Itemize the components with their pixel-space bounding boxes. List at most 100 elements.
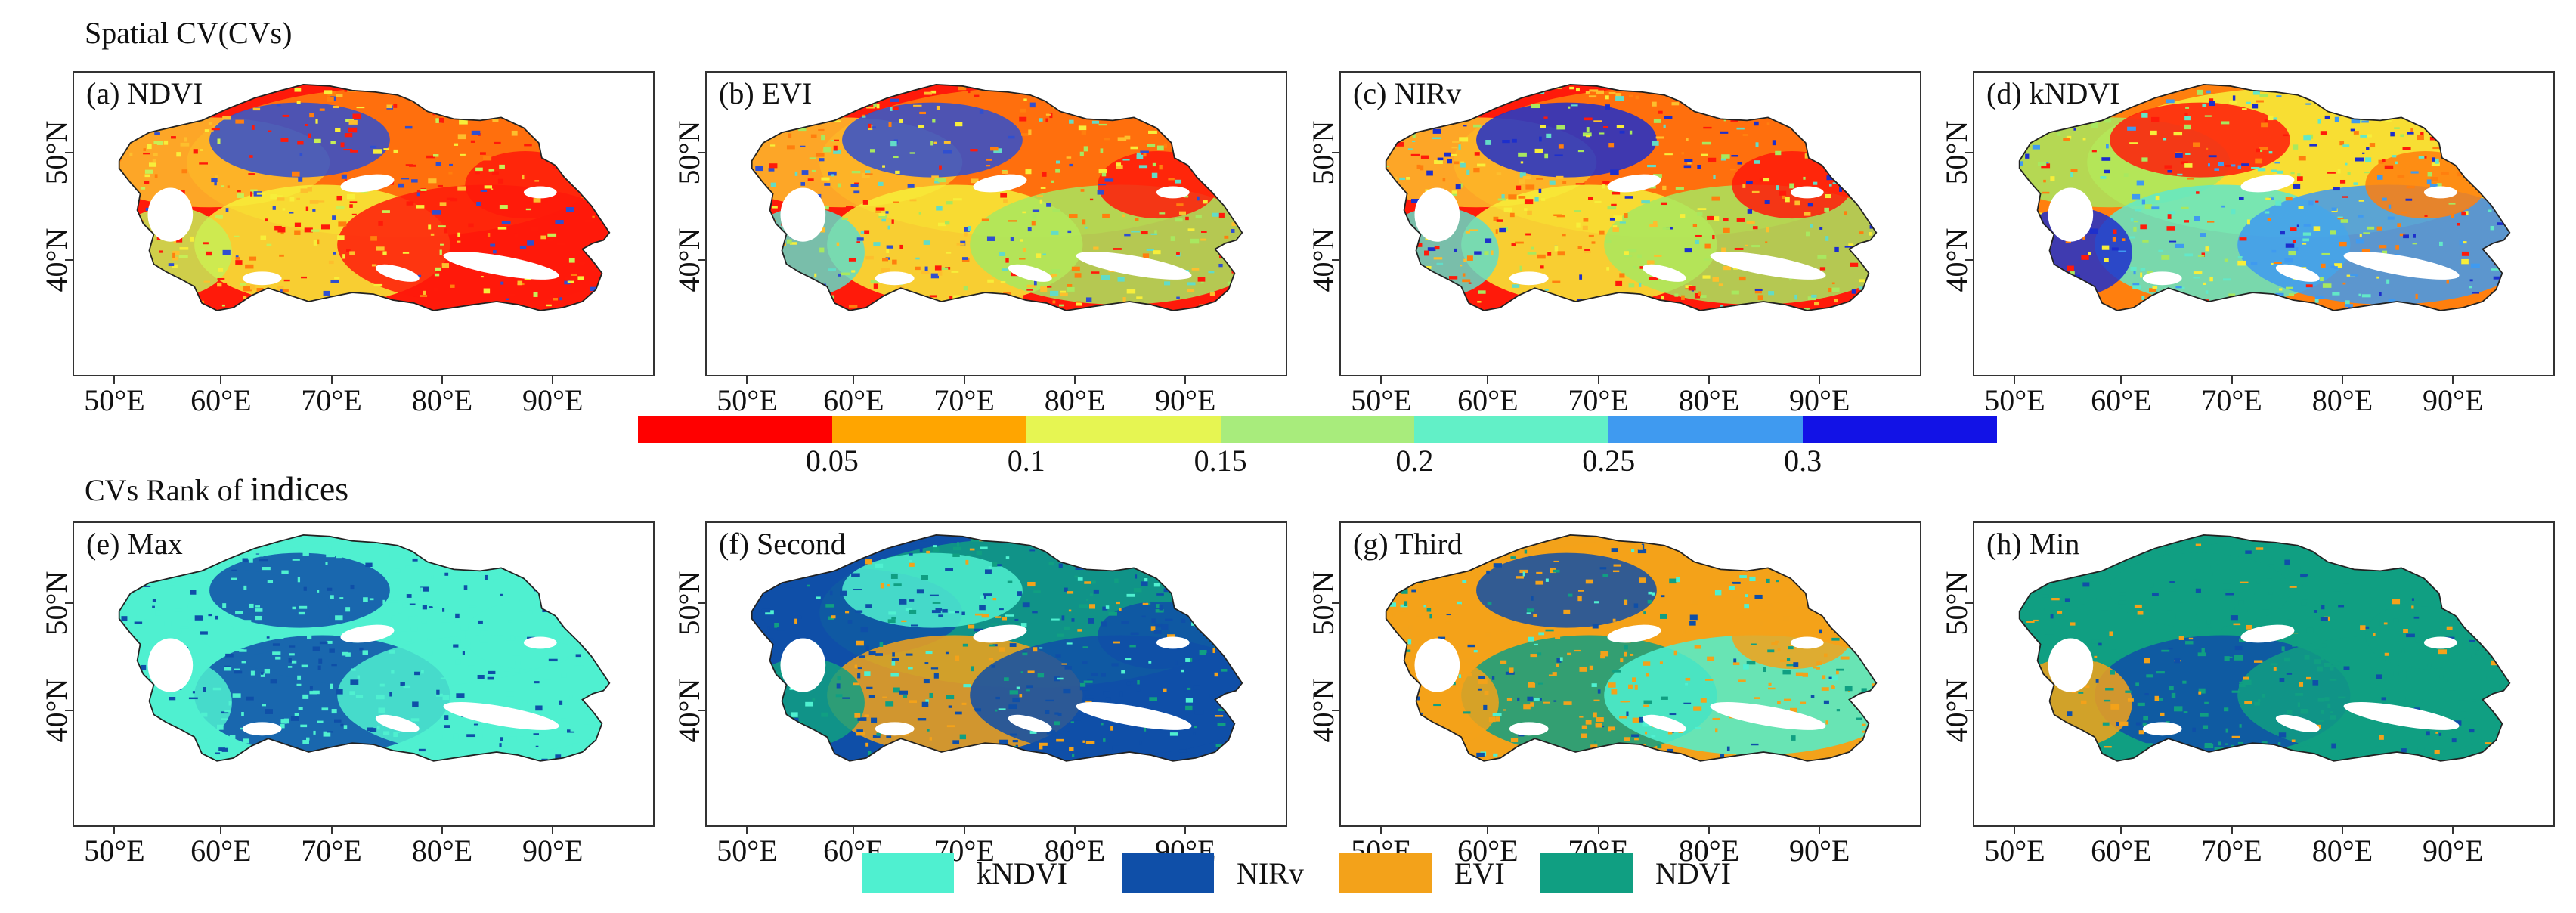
pixel-speckle [559,593,568,599]
pixel-speckle [574,270,584,275]
pixel-speckle [1829,762,1834,763]
pixel-speckle [1083,146,1088,152]
pixel-speckle [1002,315,1010,317]
pixel-speckle [2057,121,2065,126]
pixel-speckle [2316,720,2324,723]
pixel-speckle [596,245,605,249]
pixel-speckle [1221,669,1228,672]
pixel-speckle [1424,296,1430,301]
pixel-speckle [884,751,891,754]
pixel-speckle [204,129,209,132]
pixel-speckle [1759,621,1763,627]
pixel-speckle [2256,87,2260,91]
pixel-speckle [2266,534,2274,539]
no-data-area [1509,271,1549,286]
pixel-speckle [1014,618,1019,621]
pixel-speckle [811,754,817,758]
pixel-speckle [2498,558,2505,563]
pixel-speckle [1149,697,1157,701]
pixel-speckle [1844,104,1853,107]
pixel-speckle [178,254,188,258]
pixel-speckle [2104,746,2112,748]
pixel-speckle [1639,716,1644,723]
pixel-speckle [1039,744,1043,750]
pixel-speckle [2412,243,2417,245]
pixel-speckle [485,574,488,580]
pixel-speckle [528,610,533,614]
pixel-speckle [2252,91,2260,95]
pixel-speckle [2297,173,2301,177]
pixel-speckle [444,572,449,576]
pixel-speckle [1554,246,1559,252]
pixel-speckle [1460,112,1468,115]
pixel-speckle [2321,656,2324,661]
pixel-speckle [113,158,118,163]
pixel-speckle [393,149,398,153]
pixel-speckle [1185,658,1190,662]
pixel-speckle [327,731,333,733]
pixel-speckle [2182,680,2187,684]
pixel-speckle [144,619,148,621]
pixel-speckle [930,273,939,279]
pixel-speckle [1620,658,1624,663]
pixel-speckle [1057,677,1064,680]
pixel-speckle [243,585,247,590]
pixel-speckle [2148,288,2156,292]
pixel-speckle [980,546,988,549]
pixel-speckle [2019,678,2027,682]
pixel-speckle [235,260,243,265]
pixel-speckle [161,764,169,767]
pixel-speckle [329,648,335,653]
pixel-speckle [1423,605,1426,608]
pixel-speckle [553,193,559,198]
pixel-speckle [1742,94,1747,98]
longitude-tick [330,827,333,834]
pixel-speckle [2502,547,2505,550]
longitude-label: 60°E [1457,834,1519,868]
pixel-speckle [199,162,208,165]
pixel-speckle [2146,674,2153,678]
pixel-speckle [1696,568,1702,571]
pixel-speckle [983,593,992,596]
pixel-speckle [772,206,778,209]
pixel-speckle [2044,564,2051,570]
pixel-speckle [1584,250,1591,254]
pixel-speckle [2167,610,2173,614]
pixel-speckle [2406,674,2412,679]
pixel-speckle [423,290,426,295]
pixel-speckle [774,622,779,628]
pixel-speckle [2062,282,2066,286]
pixel-speckle [1163,549,1170,554]
longitude-label: 90°E [2423,834,2484,868]
pixel-speckle [2504,257,2510,262]
pixel-speckle [2516,296,2523,302]
pixel-speckle [2339,543,2343,548]
pixel-speckle [1142,253,1150,258]
pixel-speckle [1042,172,1047,177]
pixel-speckle [398,611,402,614]
pixel-speckle [1459,759,1464,761]
pixel-speckle [361,750,370,756]
pixel-speckle [425,657,429,661]
pixel-speckle [289,645,296,648]
pixel-speckle [232,693,241,698]
pixel-speckle [2375,552,2379,557]
pixel-speckle [2432,599,2438,602]
pixel-speckle [1757,556,1764,559]
pixel-speckle [306,634,312,639]
region-boundary [751,534,1243,762]
pixel-speckle [886,248,890,254]
pixel-speckle [1748,109,1757,114]
pixel-speckle [153,729,159,735]
pixel-speckle [2326,534,2333,538]
pixel-speckle [2130,266,2137,271]
pixel-speckle [745,225,748,228]
pixel-speckle [2394,608,2404,611]
pixel-speckle [952,553,960,557]
pixel-speckle [547,233,557,237]
pixel-speckle [429,651,433,656]
pixel-speckle [1695,239,1699,245]
pixel-speckle [571,126,581,128]
pixel-speckle [168,263,175,267]
pixel-speckle [2067,265,2074,271]
